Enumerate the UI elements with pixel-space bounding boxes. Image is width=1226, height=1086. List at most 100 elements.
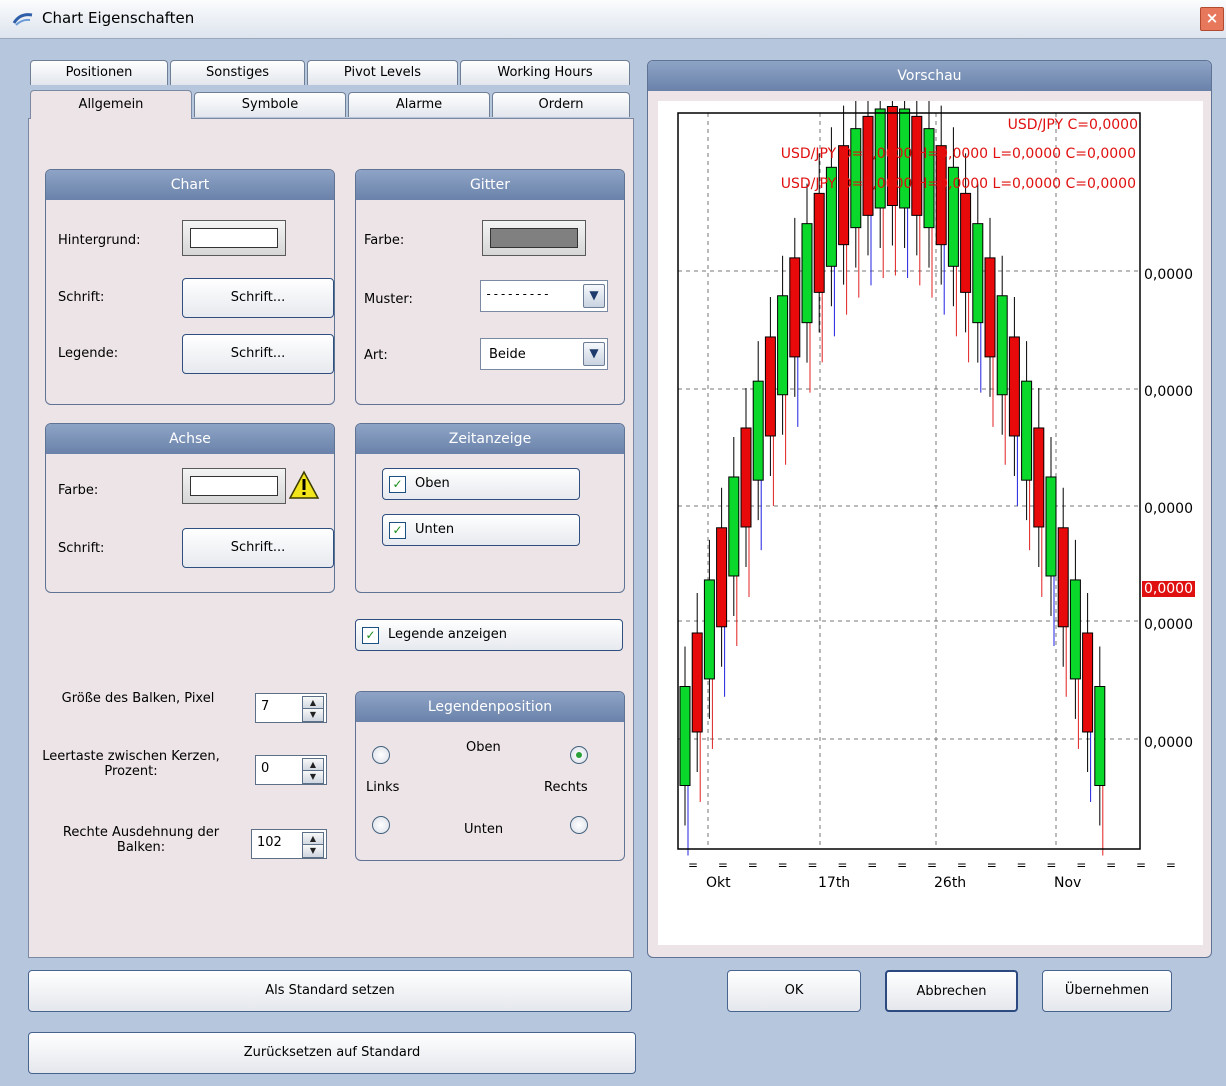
time-bottom-toggle[interactable]: ✓ Unten [382, 514, 580, 546]
background-color-button[interactable] [182, 220, 286, 256]
background-label: Hintergrund: [58, 233, 141, 248]
candle-body [1021, 380, 1033, 481]
candle-body [972, 223, 984, 324]
candle-gap-value: 0 [261, 761, 270, 776]
axis-color-button[interactable] [182, 468, 286, 504]
spin-down-icon[interactable]: ▼ [302, 844, 324, 858]
candle-body [984, 257, 996, 358]
candle-body [716, 527, 728, 628]
chevron-down-icon[interactable]: ▼ [583, 342, 605, 366]
right-extend-value: 102 [257, 835, 282, 850]
tab-symbole[interactable]: Symbole [194, 92, 346, 117]
time-label: 17th [818, 875, 851, 891]
candle-body [679, 686, 691, 786]
legend-position-title: Legendenposition [356, 692, 624, 722]
legend-top-label: Oben [466, 740, 501, 755]
legend-position-group: Legendenposition Oben Links Rechts Unten [355, 691, 625, 861]
candle-body [1057, 527, 1069, 628]
bar-size-label: Größe des Balken, Pixel [61, 691, 215, 706]
candle-body [911, 115, 923, 216]
current-price-marker: 0,0000 [1142, 581, 1195, 597]
pattern-combobox[interactable]: --------- ▼ [480, 280, 608, 312]
time-top-label: Oben [415, 476, 450, 491]
candle-body [1008, 336, 1020, 437]
time-label: Okt [706, 875, 731, 891]
type-value: Beide [489, 347, 526, 362]
right-extend-label-line2: Balken: [116, 840, 166, 855]
axis-color-swatch [190, 476, 278, 496]
candle-gap-label-line2: Prozent: [104, 764, 158, 779]
candle-body [1045, 476, 1057, 577]
checkbox-checked-icon[interactable]: ✓ [389, 476, 406, 493]
radio-top-right[interactable] [570, 746, 588, 764]
legend-line-1: USD/JPY C=0,0000 [1007, 117, 1138, 133]
legend-font-button[interactable]: Schrift... [182, 334, 334, 374]
apply-button[interactable]: Übernehmen [1042, 970, 1172, 1012]
candle-body [886, 106, 898, 206]
radio-bottom-left[interactable] [372, 816, 390, 834]
candle-body [703, 579, 715, 680]
spin-down-icon[interactable]: ▼ [302, 770, 324, 784]
grid-color-button[interactable] [482, 220, 586, 256]
tab-sonstiges[interactable]: Sonstiges [170, 60, 305, 85]
time-top-toggle[interactable]: ✓ Oben [382, 468, 580, 500]
radio-bottom-right[interactable] [570, 816, 588, 834]
legend-right-label: Rechts [544, 780, 588, 795]
candle-body [789, 257, 801, 358]
bar-size-stepper[interactable]: 7 ▲ ▼ [255, 693, 327, 723]
axis-font-button[interactable]: Schrift... [182, 528, 334, 568]
axis-font-label: Schrift: [58, 541, 105, 556]
price-label: 0,0000 [1144, 267, 1193, 283]
candle-body [1033, 427, 1045, 528]
title-bar: Chart Eigenschaften × [0, 0, 1226, 39]
ok-button[interactable]: OK [727, 970, 861, 1012]
candle-body [862, 115, 874, 216]
time-bottom-label: Unten [415, 522, 455, 537]
chart-font-button[interactable]: Schrift... [182, 278, 334, 318]
type-combobox[interactable]: Beide ▼ [480, 338, 608, 370]
candle-body [935, 145, 947, 246]
candle-body [777, 295, 789, 396]
time-display-group: Zeitanzeige ✓ Oben ✓ Unten [355, 423, 625, 593]
price-label: 0,0000 [1144, 501, 1193, 517]
candle-body [899, 108, 911, 209]
candle-body [1069, 579, 1081, 680]
tab-page-allgemein: Chart Hintergrund: Schrift: Schrift... L… [28, 118, 634, 958]
show-legend-toggle[interactable]: ✓ Legende anzeigen [355, 619, 623, 651]
tab-working-hours[interactable]: Working Hours [460, 60, 630, 85]
close-button[interactable]: × [1200, 7, 1224, 31]
radio-top-left[interactable] [372, 746, 390, 764]
legend-bottom-label: Unten [464, 822, 504, 837]
candle-gap-stepper[interactable]: 0 ▲ ▼ [255, 755, 327, 785]
chevron-down-icon[interactable]: ▼ [583, 284, 605, 308]
time-tick-marks: = = = = = = = = = = = = = = = = = [688, 858, 1184, 872]
window-title: Chart Eigenschaften [42, 9, 195, 27]
spin-down-icon[interactable]: ▼ [302, 708, 324, 722]
set-default-button[interactable]: Als Standard setzen [28, 970, 632, 1012]
checkbox-checked-icon[interactable]: ✓ [362, 627, 379, 644]
tab-ordern[interactable]: Ordern [492, 92, 630, 117]
tab-positionen[interactable]: Positionen [30, 60, 168, 85]
tab-alarme[interactable]: Alarme [348, 92, 490, 117]
background-color-swatch [190, 228, 278, 248]
right-extend-stepper[interactable]: 102 ▲ ▼ [251, 829, 327, 859]
candle-body [813, 192, 825, 293]
axis-group-title: Achse [46, 424, 334, 454]
tab-allgemein[interactable]: Allgemein [30, 90, 192, 119]
candle-body [764, 336, 776, 437]
axis-group: Achse Farbe: Schrift: Schrift... [45, 423, 335, 593]
legend-line-2: USD/JPY O=0,0000 H=0,0000 L=0,0000 C=0,0… [780, 146, 1136, 162]
candle-body [1082, 632, 1094, 733]
right-extend-label-line1: Rechte Ausdehnung der [62, 825, 220, 840]
reset-default-button[interactable]: Zurücksetzen auf Standard [28, 1032, 636, 1074]
tab-pivot-levels[interactable]: Pivot Levels [307, 60, 458, 85]
cancel-button[interactable]: Abbrechen [885, 970, 1018, 1012]
warning-icon [288, 470, 320, 499]
preview-panel: Vorschau USD/JPY C=0,0000 USD/JPY O=0,00… [647, 60, 1212, 958]
candle-gap-label-line1: Leertaste zwischen Kerzen, [42, 749, 220, 764]
price-label: 0,0000 [1144, 384, 1193, 400]
candle-body [960, 192, 972, 293]
checkbox-checked-icon[interactable]: ✓ [389, 522, 406, 539]
candle-body [740, 427, 752, 528]
axis-color-label: Farbe: [58, 483, 99, 498]
